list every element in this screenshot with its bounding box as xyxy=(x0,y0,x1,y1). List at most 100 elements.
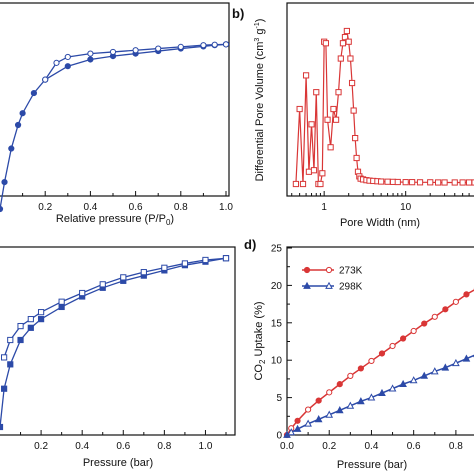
panel-b-point xyxy=(350,107,357,114)
panel-b-series xyxy=(295,30,474,185)
panel-b-point xyxy=(337,55,344,62)
panel-d-point-273K xyxy=(431,313,438,320)
panel-b-point xyxy=(402,179,409,186)
panel-c-x-tick-label: 0.6 xyxy=(116,441,130,452)
panel-c-point-open xyxy=(17,322,24,330)
panel-b-x-ticks: 1 10 xyxy=(291,191,470,213)
panel-b-point xyxy=(332,116,340,123)
panel-b-point xyxy=(343,27,350,35)
panel-a-point-adsorption xyxy=(0,205,4,213)
panel-d-point-273K xyxy=(400,335,407,342)
panel-c-point-open xyxy=(202,256,209,264)
panel-d-point-298K xyxy=(441,363,450,371)
panel-d-point-273K xyxy=(347,372,354,380)
panel-d-point-273K xyxy=(357,365,364,372)
panel-b-plot xyxy=(292,27,474,188)
panel-a-point-adsorption xyxy=(30,89,38,97)
panel-b-point xyxy=(296,105,303,113)
panel-a-frame xyxy=(0,2,230,197)
panel-d-point-273K xyxy=(463,291,470,298)
panel-d-x-tick-label: 0.6 xyxy=(407,441,421,452)
panel-c-point-open xyxy=(181,260,189,267)
panel-c-point-filled xyxy=(37,316,45,323)
panel-a-point-desorption xyxy=(222,41,230,48)
panel-a-x-ticks: 0.2 0.4 0.6 0.8 1.0 xyxy=(22,191,233,213)
panel-d-x-tick-label: 0.8 xyxy=(449,441,463,452)
panel-a-point-desorption xyxy=(87,50,94,57)
panel-d-point-273K xyxy=(421,320,428,327)
panel-d-point-273K xyxy=(326,389,333,396)
panel-b-point xyxy=(317,180,324,188)
panel-b-letter: b) xyxy=(232,6,244,21)
panel-d-point-273K xyxy=(410,327,417,335)
panel-b-x-tick-label: 1 xyxy=(321,202,327,213)
panel-d-point-298K xyxy=(357,397,365,405)
panel-c-point-open xyxy=(120,274,127,281)
panel-b-point xyxy=(347,55,354,62)
panel-b-point xyxy=(427,179,434,186)
panel-b-point xyxy=(310,167,318,174)
panel-a-point-desorption xyxy=(200,42,207,49)
panel-b: b) 1 10 Pore Width (nm) Differential Pore… xyxy=(232,2,474,229)
panel-b-point xyxy=(441,179,448,186)
panel-d-ticks: 0.0 0.2 0.4 0.6 0.8 0 5 10 15 20 25 xyxy=(271,244,463,453)
panel-d-point-273K xyxy=(442,306,449,313)
panel-d-x-tick-label: 0.4 xyxy=(364,441,378,452)
panel-b-point xyxy=(459,179,466,186)
panel-d-frame xyxy=(286,246,474,436)
panel-a-x-axis-label: Relative pressure (P/P0) xyxy=(56,213,174,227)
panel-b-point xyxy=(322,40,329,47)
panel-c-x-axis-label: Pressure (bar) xyxy=(83,457,153,469)
panel-b-point xyxy=(416,179,424,186)
panel-d-point-298K xyxy=(304,419,312,427)
panel-d-point-298K xyxy=(325,410,334,418)
panel-a-point-adsorption xyxy=(64,63,71,70)
panel-d-y-tick-label: 15 xyxy=(271,318,283,329)
panel-b-point xyxy=(471,179,474,186)
legend-marker-filled-298K xyxy=(303,281,311,289)
panel-c-point-open xyxy=(79,289,86,297)
panel-d-point-298K xyxy=(452,358,460,367)
panel-a-point-desorption xyxy=(42,76,49,83)
panel-d-point-298K xyxy=(462,354,471,362)
panel-b-point xyxy=(327,144,334,151)
panel-c-point-open xyxy=(1,354,8,361)
panel-b-y-axis-label: Differential Pore Volume (cm3 g-1) xyxy=(254,19,266,182)
panel-d-point-273K xyxy=(389,342,396,350)
panel-c-point-filled xyxy=(0,423,4,431)
panel-d-y-tick-label: 25 xyxy=(271,244,283,255)
panel-b-frame xyxy=(286,2,474,197)
panel-a-point-adsorption xyxy=(1,179,8,186)
panel-b-point xyxy=(466,179,473,186)
panel-a-point-desorption xyxy=(177,43,184,50)
panel-a-point-desorption xyxy=(53,59,60,66)
panel-b-point xyxy=(435,179,442,186)
legend-marker-filled-273K xyxy=(303,266,311,274)
panel-d-y-tick-label: 0 xyxy=(276,431,282,442)
panel-d-x-tick-label: 0.2 xyxy=(322,441,336,452)
panel-d-point-273K xyxy=(315,397,322,404)
panel-d-x-axis-label: Pressure (bar) xyxy=(337,459,407,471)
panel-a-point-desorption xyxy=(132,47,139,54)
panel-d-point-273K xyxy=(336,381,343,388)
panel-b-x-axis-label: Pore Width (nm) xyxy=(340,217,420,229)
panel-c: 0.2 0.4 0.6 0.8 1.0 Pressure (bar) xyxy=(0,246,236,469)
panel-b-point xyxy=(451,179,458,186)
panel-b-point xyxy=(341,34,349,41)
panel-b-point xyxy=(319,170,326,177)
panel-b-point xyxy=(348,79,356,87)
panel-c-x-tick-label: 0.8 xyxy=(157,441,171,452)
panel-c-x-tick-label: 0.4 xyxy=(75,441,89,452)
panel-a-point-desorption xyxy=(211,41,218,48)
panel-d: d) 0.0 0.2 0.4 0.6 0.8 0 5 10 15 20 25 273K 298K Pr… xyxy=(244,237,474,471)
panel-c-series-open xyxy=(3,257,227,358)
panel-d-point-273K xyxy=(378,350,386,357)
panel-b-point xyxy=(313,89,320,96)
panel-a-x-tick-label: 0.8 xyxy=(174,202,188,213)
panel-a-point-desorption xyxy=(109,48,117,56)
panel-d-point-298K xyxy=(346,401,355,409)
panel-b-point xyxy=(352,135,359,142)
panel-a-point-desorption xyxy=(155,45,162,52)
panel-a-point-adsorption xyxy=(19,110,26,117)
panel-b-point xyxy=(353,154,360,162)
